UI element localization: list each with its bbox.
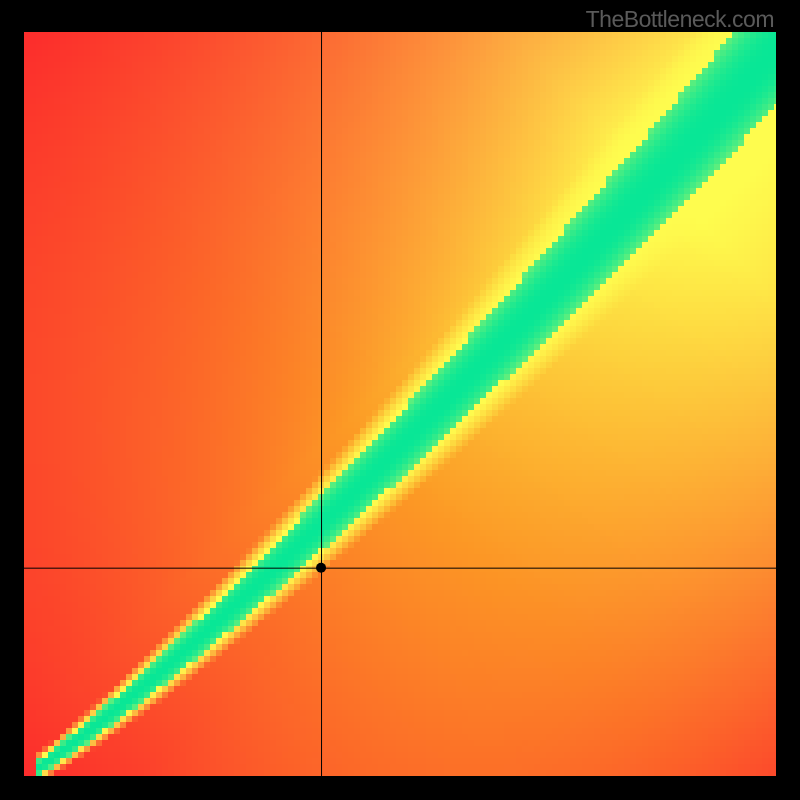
watermark-text: TheBottleneck.com xyxy=(586,6,774,33)
plot-area xyxy=(24,32,776,776)
chart-container: TheBottleneck.com xyxy=(0,0,800,800)
heatmap-canvas xyxy=(24,32,776,776)
